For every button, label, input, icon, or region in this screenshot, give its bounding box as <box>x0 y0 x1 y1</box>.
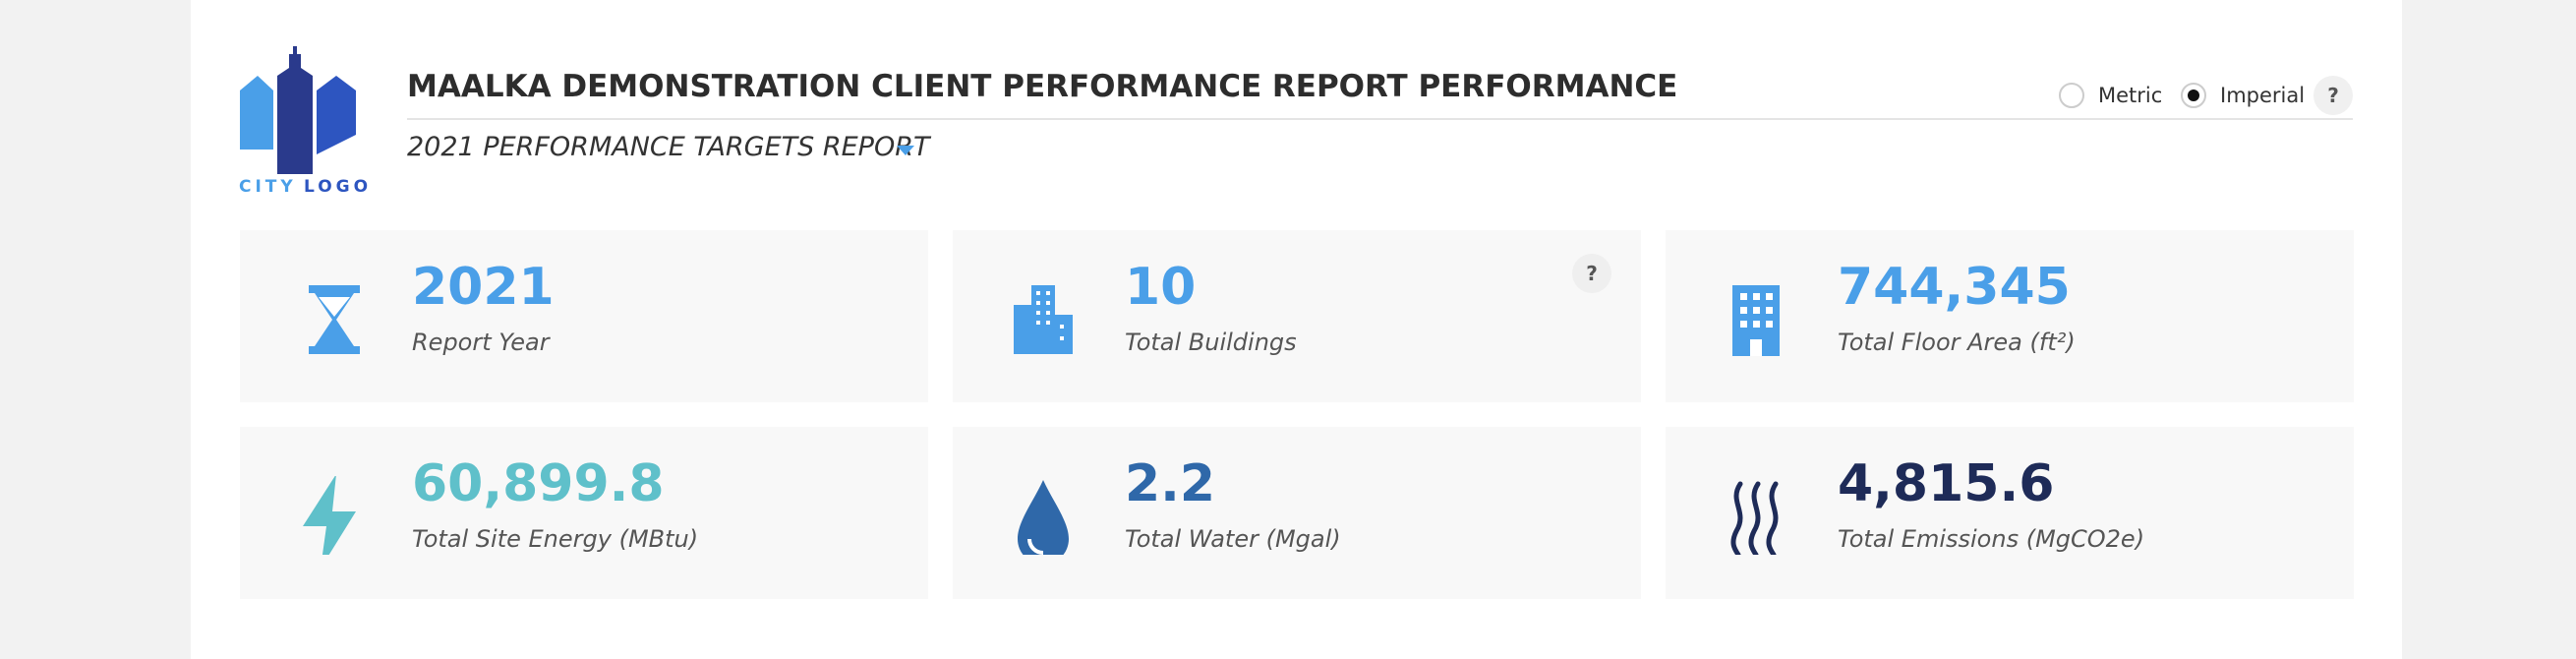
stat-label: Total Water (Mgal) <box>1125 525 1341 553</box>
stat-card: 2021 Report Year <box>240 230 928 402</box>
stat-label: Total Emissions (MgCO2e) <box>1838 525 2145 553</box>
stat-label: Total Buildings <box>1125 329 1297 356</box>
stat-label: Total Site Energy (MBtu) <box>412 525 699 553</box>
stat-label: Total Floor Area (ft²) <box>1838 329 2076 356</box>
dropdown-caret[interactable] <box>897 146 914 155</box>
stat-value: 2.2 <box>1125 454 1216 513</box>
help-button[interactable]: ? <box>2313 76 2353 115</box>
stat-value: 4,815.6 <box>1838 454 2055 513</box>
unit-label[interactable]: Metric <box>2098 84 2163 107</box>
stat-value: 60,899.8 <box>412 454 665 513</box>
stat-card: 60,899.8 Total Site Energy (MBtu) <box>240 427 928 599</box>
divider <box>407 118 2353 120</box>
unit-radio[interactable] <box>2059 83 2084 108</box>
stat-card: 4,815.6 Total Emissions (MgCO2e) <box>1666 427 2354 599</box>
stat-icon <box>303 476 356 555</box>
report-title: MAALKA DEMONSTRATION CLIENT PERFORMANCE … <box>407 69 1678 104</box>
stat-icon <box>1018 480 1069 555</box>
unit-label[interactable]: Imperial <box>2220 84 2306 107</box>
report-selector[interactable]: 2021 PERFORMANCE TARGETS REPORT <box>407 132 930 162</box>
stat-card: 10 Total Buildings? <box>953 230 1641 402</box>
stat-icon <box>309 285 360 354</box>
logo-word: LOGO <box>304 177 373 197</box>
stat-icon <box>1014 285 1073 354</box>
stat-card: 2.2 Total Water (Mgal) <box>953 427 1641 599</box>
stat-label: Report Year <box>412 329 550 356</box>
city-logo <box>240 46 356 174</box>
stat-value: 10 <box>1125 258 1197 317</box>
stat-icon <box>1730 481 1779 555</box>
stat-value: 2021 <box>412 258 555 317</box>
help-button[interactable]: ? <box>1572 254 1611 293</box>
unit-radio[interactable] <box>2181 83 2206 108</box>
stat-card: 744,345 Total Floor Area (ft²) <box>1666 230 2354 402</box>
logo-word: CITY <box>239 177 297 197</box>
stat-value: 744,345 <box>1838 258 2071 317</box>
stat-icon <box>1732 285 1780 356</box>
